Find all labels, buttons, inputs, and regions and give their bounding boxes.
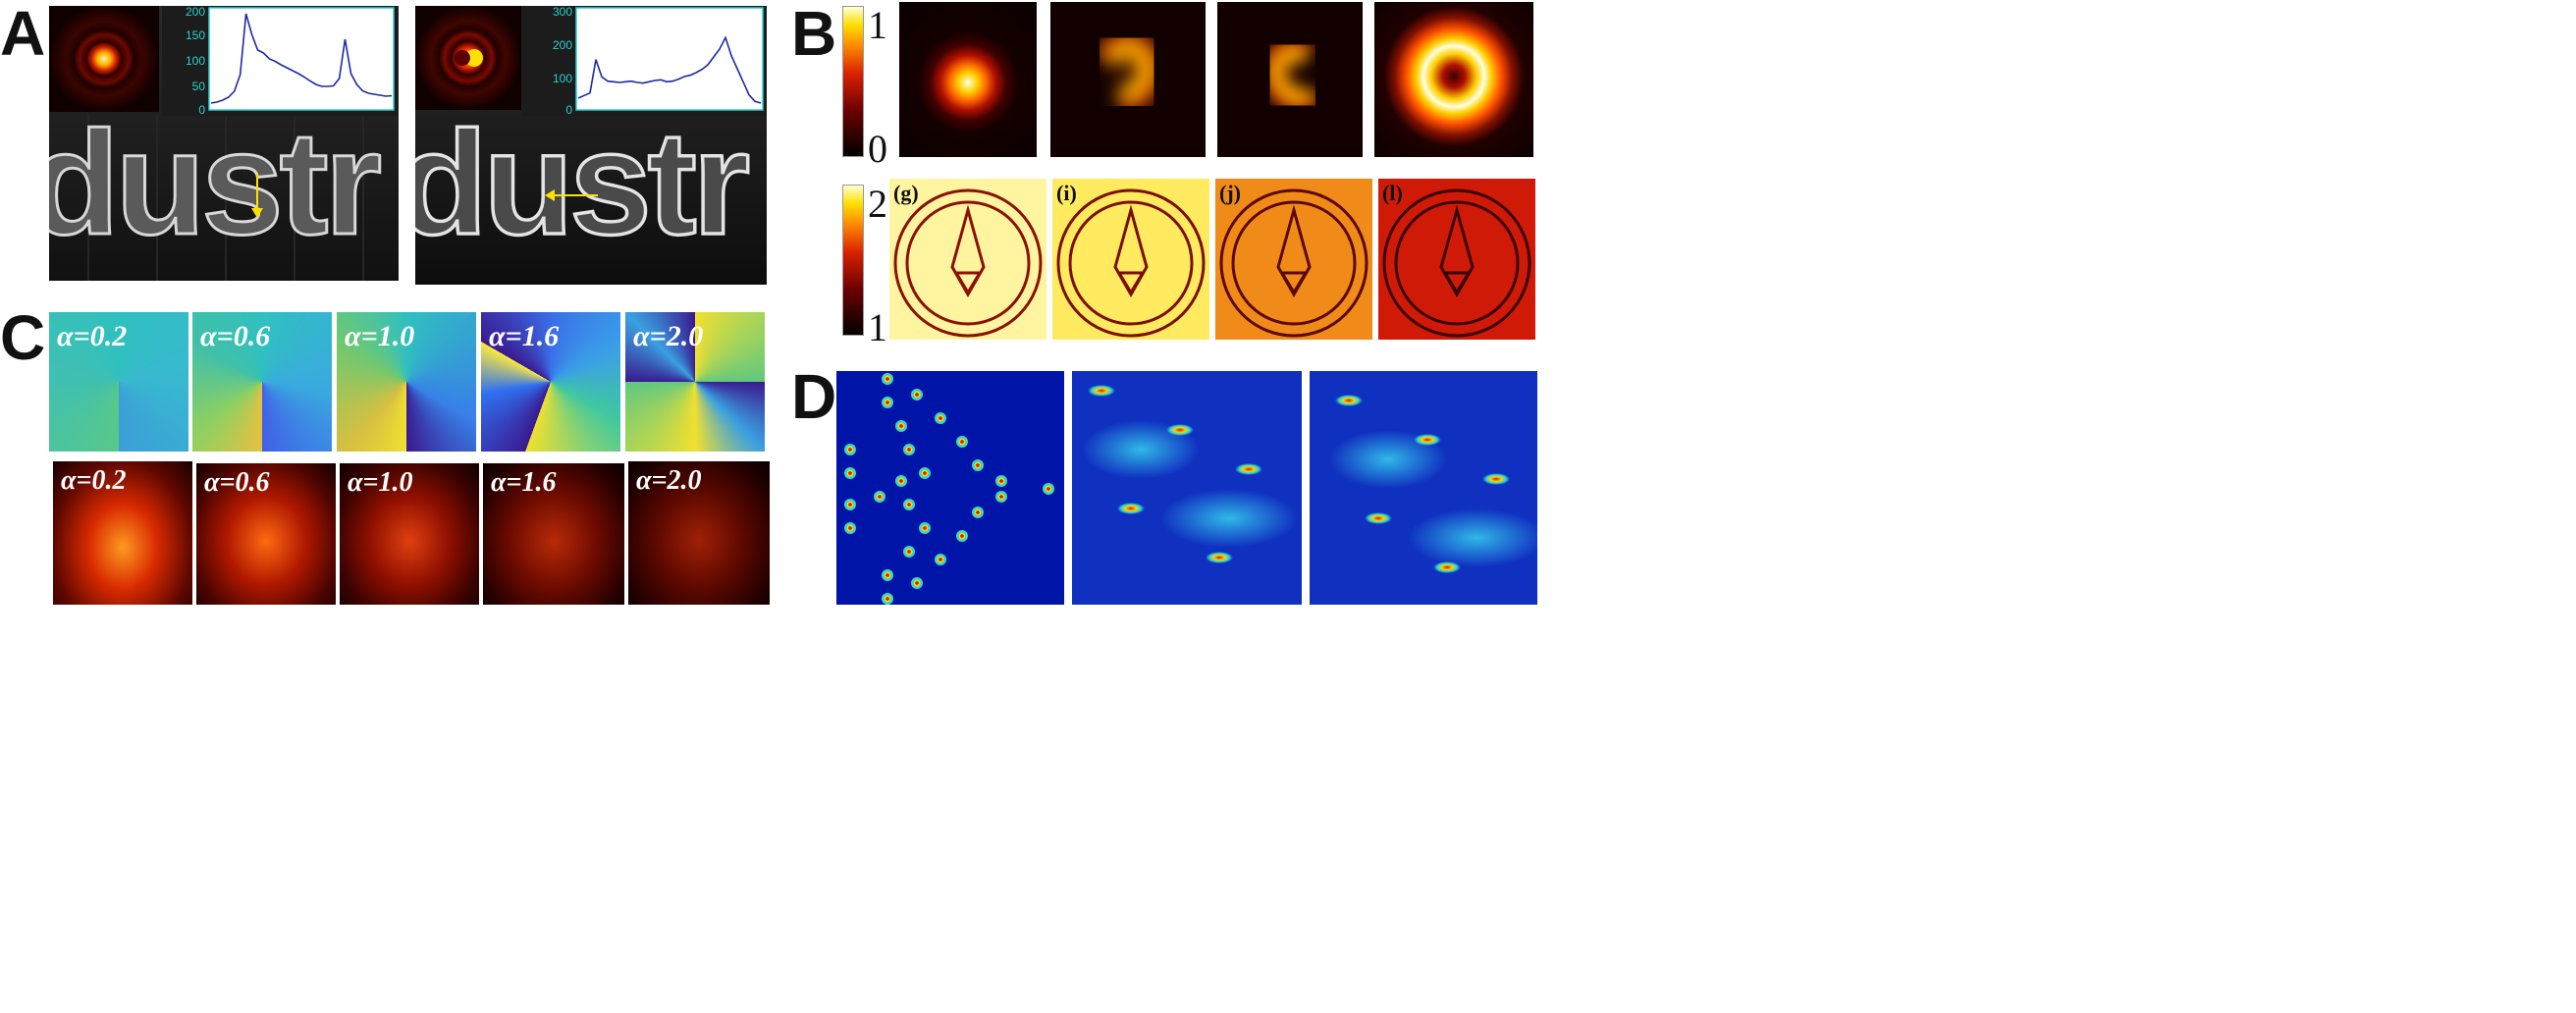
coin-label: (j) [1219,181,1241,205]
target-spot-center [899,424,903,428]
leaf-image-1.0: α=1.0 [340,463,479,605]
coin-label: (l) [1382,181,1403,205]
panel-a-left-plot: 200 150 100 50 0 [162,5,399,117]
leaf-image-0.6: α=0.6 [196,463,336,605]
panel-a-right-embossed-text: dustr [415,100,749,265]
phase-map-0.6: α=0.6 [192,312,332,452]
target-spot-center [939,416,942,420]
coin-image-i: (i) [1052,179,1209,340]
panel-a-right-profile-line [577,35,762,104]
target-spot-center [915,581,919,585]
beam-crescent-image [1050,2,1206,157]
phase-map-label: α=1.0 [345,320,415,352]
leaf-image-0.2: α=0.2 [53,461,192,605]
target-spot-center [886,377,889,381]
target-spot-center [899,479,903,483]
panel-a-right-image: dustr [415,6,767,285]
phase-map-label: α=0.2 [57,320,128,352]
arrowhead-icon [545,189,555,201]
coin-image-g: (g) [889,179,1046,340]
target-spot-center [848,448,852,452]
coin-image-l: (l) [1378,179,1535,340]
panel-a-left-embossed-text: dustr [49,100,381,265]
phase-map-1.6: α=1.6 [481,312,620,452]
phase-map-label: α=1.6 [489,320,560,352]
leaf-image-label: α=1.0 [348,467,413,498]
target-spot-center [878,495,882,499]
panel-label-c: C [0,302,46,373]
y-tick: 300 [553,6,572,19]
y-tick: 0 [565,103,572,116]
colorbar-bottom-max: 2 [868,182,887,226]
target-spot-center [907,503,911,506]
panel-b-colorbar-bottom [842,185,864,336]
colorbar-top-max: 1 [868,3,887,47]
target-spot-center [999,495,1003,499]
target-spot-center [907,448,911,452]
speckle-image-2 [1310,371,1537,605]
target-spot-center [939,558,942,561]
target-spot-center [886,597,889,601]
coin-label: (g) [893,181,919,205]
leaf-image-1.6: α=1.6 [483,463,624,605]
spot-array-target-image [836,371,1064,605]
beam-donut-image [1374,2,1533,157]
y-tick: 200 [553,38,572,52]
panel-label-d: D [791,361,837,432]
leaf-image-label: α=1.6 [491,467,557,498]
leaf-image-2.0: α=2.0 [628,461,770,605]
colorbar-top-min: 0 [868,127,887,171]
speckle-image-1 [1072,371,1302,605]
coin-image-j: (j) [1215,179,1372,340]
target-spot-center [886,400,889,404]
target-spot-center [960,440,964,444]
colorbar-bottom-min: 1 [868,305,887,349]
target-spot-center [923,471,927,475]
target-spot-center [960,534,964,538]
phase-map-label: α=0.6 [200,320,271,352]
beam-spot-image [899,2,1037,157]
phase-map-0.2: α=0.2 [49,312,188,452]
panel-a-right-plot: 300 200 100 0 [521,5,767,117]
coin-label: (i) [1056,181,1077,205]
y-tick: 100 [186,54,205,68]
target-spot-center [848,526,852,530]
panel-a-left-profile-line [210,13,393,104]
target-spot-center [848,503,852,506]
leaf-image-label: α=0.6 [204,467,270,498]
phase-map-1.0: α=1.0 [337,312,476,452]
target-spot-center [976,463,980,467]
panel-b-colorbar-top [842,6,864,157]
target-spot-center [848,471,852,475]
leaf-image-label: α=2.0 [636,465,702,496]
panel-label-a: A [0,0,46,69]
target-spot-center [915,393,919,397]
target-spot-center [976,510,980,514]
y-tick: 200 [186,6,205,19]
y-tick: 100 [553,72,572,85]
y-tick: 0 [198,103,205,116]
target-spot-center [999,479,1003,483]
y-tick: 50 [192,80,206,93]
phase-map-label: α=2.0 [633,320,704,352]
target-spot-center [1046,487,1050,491]
arrowhead-icon [251,208,263,218]
target-spot-center [923,526,927,530]
panel-label-b: B [791,0,837,69]
target-spot-center [907,550,911,554]
leaf-image-label: α=0.2 [61,465,127,496]
beam-c-shape-image [1217,2,1363,157]
target-spot-center [886,573,889,577]
y-tick: 150 [186,28,205,42]
phase-map-2.0: α=2.0 [625,312,765,452]
